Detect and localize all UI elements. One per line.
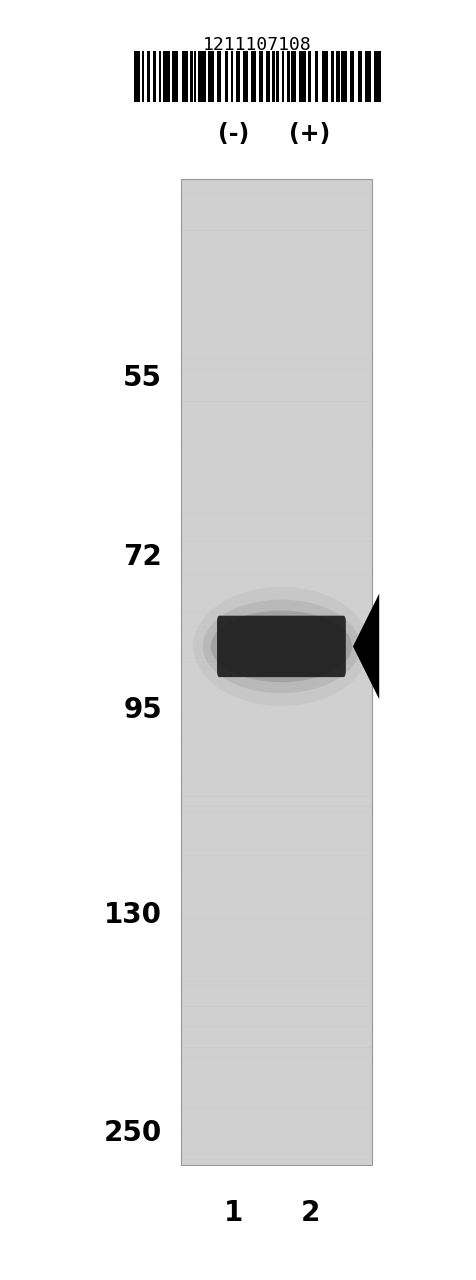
Ellipse shape — [193, 586, 369, 707]
Bar — [321, 51, 327, 102]
Bar — [265, 51, 269, 102]
Ellipse shape — [210, 611, 351, 682]
Bar — [236, 51, 239, 102]
Bar — [163, 51, 169, 102]
Bar — [349, 51, 354, 102]
Text: 72: 72 — [123, 543, 162, 571]
Bar — [230, 51, 233, 102]
Text: 55: 55 — [123, 364, 162, 392]
Polygon shape — [352, 594, 378, 699]
Text: (-): (-) — [218, 123, 249, 146]
Bar — [242, 51, 248, 102]
Text: 1: 1 — [224, 1199, 243, 1228]
Bar — [225, 51, 228, 102]
Bar — [364, 51, 370, 102]
Bar — [340, 51, 346, 102]
Bar — [194, 51, 196, 102]
Bar — [330, 51, 334, 102]
Bar — [290, 51, 296, 102]
Bar — [141, 51, 144, 102]
Bar — [189, 51, 192, 102]
Bar — [287, 51, 289, 102]
Bar — [298, 51, 306, 102]
Text: 95: 95 — [123, 696, 162, 724]
Ellipse shape — [202, 599, 359, 694]
Bar — [181, 179, 371, 1165]
Bar — [272, 51, 274, 102]
Bar — [335, 51, 339, 102]
Text: 2: 2 — [300, 1199, 319, 1228]
Bar — [258, 51, 263, 102]
Bar — [276, 51, 278, 102]
Bar — [159, 51, 161, 102]
Bar — [250, 51, 255, 102]
Bar — [198, 51, 205, 102]
Bar — [208, 51, 214, 102]
Text: 130: 130 — [104, 901, 162, 929]
Bar — [152, 51, 156, 102]
Bar — [172, 51, 178, 102]
Text: 250: 250 — [104, 1119, 162, 1147]
Bar — [181, 51, 188, 102]
Bar — [357, 51, 361, 102]
FancyBboxPatch shape — [217, 616, 345, 677]
Bar — [281, 51, 284, 102]
Bar — [314, 51, 318, 102]
Bar — [373, 51, 380, 102]
Bar — [133, 51, 139, 102]
Text: (+): (+) — [289, 123, 330, 146]
Bar — [216, 51, 221, 102]
Text: 1211107108: 1211107108 — [203, 36, 311, 54]
Bar — [308, 51, 311, 102]
Bar — [146, 51, 149, 102]
